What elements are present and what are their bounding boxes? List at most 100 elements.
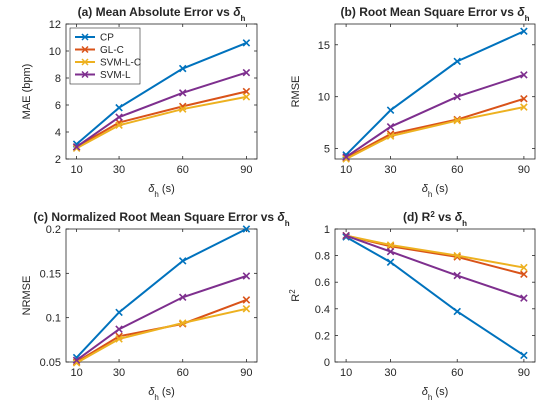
series-line-cp (75, 41, 247, 145)
series-line-cp (345, 236, 525, 357)
chart-panel-1: 10 30 60 90 5 10 15 (b) Root Mean Square Error … (290, 5, 536, 199)
x-tick-label: 10 (70, 367, 82, 379)
data-point-marker (242, 87, 251, 96)
plot-area-frame (334, 23, 536, 160)
series-line-svm-l (345, 234, 525, 300)
data-point-marker (386, 247, 395, 256)
y-tick-label: 2 (55, 154, 61, 166)
y-tick-label: 10 (318, 92, 330, 104)
data-point-marker (342, 231, 350, 240)
x-axis-label: δh (s) (148, 183, 174, 199)
x-tick-label: 30 (384, 164, 396, 176)
data-point-marker (242, 225, 251, 233)
y-tick-label: 1 (324, 224, 330, 236)
data-point-marker (72, 356, 81, 364)
chart-title: (d) R2 vs δh (403, 210, 467, 228)
x-tick-label: 30 (384, 367, 396, 379)
chart-title: (a) Mean Absolute Error vs δh (78, 5, 246, 23)
data-point-marker (520, 294, 528, 302)
chart-title: (c) Normalized Root Mean Square Error vs… (33, 210, 289, 228)
data-point-marker (178, 257, 187, 265)
data-point-marker (242, 296, 251, 304)
chart-panel-2: 10 30 60 90 0.05 0.1 0.15 0.2(c) Normalized Roo… (21, 210, 290, 402)
series-line-cp (75, 228, 247, 359)
data-point-marker (242, 272, 251, 280)
y-tick-label: 0.05 (40, 357, 61, 369)
y-tick-label: 0 (324, 357, 330, 369)
x-tick-label: 60 (177, 164, 189, 176)
y-tick-label: 5 (324, 144, 330, 156)
y-axis-label: R2 (288, 289, 303, 302)
y-tick-label: 0.4 (315, 304, 330, 316)
legend-marker (81, 33, 89, 41)
x-tick-label: 30 (113, 164, 125, 176)
x-tick-label: 90 (518, 164, 530, 176)
data-point-marker (342, 153, 350, 161)
x-axis-label: δh (s) (148, 386, 174, 402)
data-point-marker (242, 93, 251, 101)
legend-label: CP (100, 33, 114, 44)
series-line-gl-c (345, 97, 525, 159)
plot-area-frame (65, 228, 258, 363)
legend-label: GL-C (100, 45, 124, 56)
x-tick-label: 10 (70, 164, 82, 176)
x-tick-label: 90 (518, 367, 530, 379)
y-tick-label: 6 (55, 100, 61, 112)
y-tick-label: 12 (49, 19, 61, 31)
data-point-marker (242, 68, 251, 77)
data-point-marker (242, 305, 251, 313)
data-point-marker (520, 95, 528, 103)
data-point-marker (520, 263, 528, 272)
data-point-marker (386, 123, 395, 131)
series-line-svm-l-c (76, 307, 247, 364)
y-tick-label: 0.2 (46, 224, 61, 236)
y-tick-label: 0.1 (46, 313, 61, 325)
data-point-marker (178, 319, 187, 327)
series-line-cp (345, 30, 525, 156)
legend-label: SVM-L (100, 70, 131, 81)
y-axis-label: RMSE (290, 76, 302, 108)
data-point-marker (178, 105, 187, 113)
series-line-svm-l (76, 71, 247, 148)
legend-marker (81, 45, 89, 54)
data-point-marker (386, 132, 395, 140)
chart-panel-3: 10 30 60 90 0 0.2 0.4 0.6 0.8 1 (d) R2 vs δh δh (s)… (288, 210, 536, 402)
series-line-svm-l-c (345, 234, 525, 269)
y-tick-label: 4 (55, 127, 61, 139)
data-point-marker (115, 121, 123, 130)
data-point-marker (520, 351, 528, 360)
data-point-marker (453, 271, 461, 280)
chart-title: (b) Root Mean Square Error vs δh (341, 5, 530, 23)
data-point-marker (386, 258, 395, 267)
chart-panel-0: 10 30 60 90 2 4 6 8 10 12 (a) Mean Absolute Error … (21, 5, 258, 199)
y-tick-label: 8 (55, 73, 61, 85)
y-tick-label: 0.15 (40, 268, 61, 280)
x-tick-label: 60 (451, 164, 463, 176)
x-tick-label: 30 (113, 367, 125, 379)
data-point-marker (115, 113, 123, 121)
data-point-marker (453, 92, 461, 101)
legend-marker (81, 70, 89, 79)
data-point-marker (115, 325, 123, 333)
data-point-marker (178, 64, 187, 73)
data-point-marker (178, 293, 187, 302)
data-point-marker (72, 143, 81, 151)
y-tick-label: 0.2 (315, 330, 330, 342)
data-point-marker (386, 241, 395, 249)
data-point-marker (520, 27, 528, 36)
data-point-marker (72, 359, 81, 367)
y-tick-label: 10 (49, 46, 61, 58)
data-point-marker (342, 155, 350, 163)
data-point-marker (520, 71, 528, 79)
y-tick-label: 15 (318, 40, 330, 52)
series-line-gl-c (76, 90, 247, 148)
data-point-marker (342, 233, 350, 241)
x-tick-label: 60 (451, 367, 463, 379)
series-line-svm-l (345, 73, 525, 158)
data-point-marker (242, 39, 251, 47)
x-tick-label: 10 (340, 164, 352, 176)
data-point-marker (178, 89, 187, 97)
data-point-marker (520, 103, 528, 111)
x-axis-label: δh (s) (422, 183, 448, 199)
x-axis-label: δh (s) (422, 386, 448, 402)
